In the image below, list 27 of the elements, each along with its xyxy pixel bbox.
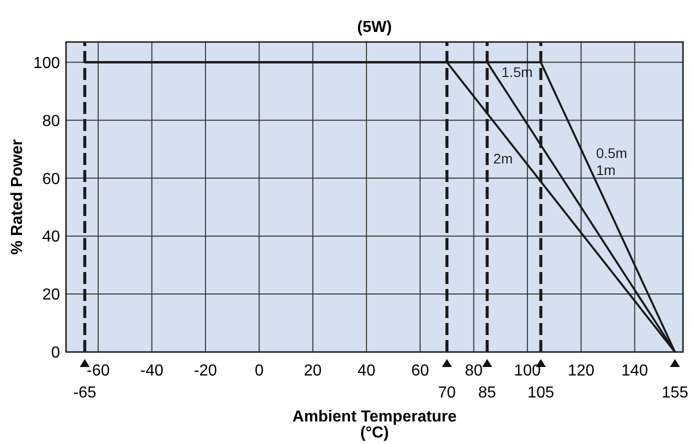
x-tick-label: -20 (194, 362, 218, 380)
series-label: 2m (493, 150, 513, 167)
x-tick-label: 100 (514, 362, 541, 380)
x-tick-label: 140 (621, 362, 648, 380)
x-tick-label: -60 (86, 362, 110, 380)
y-axis-title: % Rated Power (9, 139, 26, 255)
x-tick-label: 120 (568, 362, 595, 380)
x-tick-label: 40 (358, 362, 376, 380)
x-tick-label: 80 (464, 362, 483, 380)
y-tick-label: 40 (42, 228, 60, 246)
ref-line-label: -65 (73, 384, 96, 402)
x-tick-label: 20 (304, 362, 322, 380)
y-tick-label: 20 (42, 286, 60, 304)
x-tick-label: 0 (254, 362, 264, 380)
y-tick-label: 100 (33, 54, 60, 72)
y-tick-label: 80 (42, 112, 60, 130)
annotation: 155 (662, 384, 688, 402)
ref-line-label: 105 (527, 384, 554, 402)
chart-title: (5W) (357, 19, 392, 36)
ref-line-label: 85 (478, 384, 496, 402)
x-tick-label: -40 (140, 362, 164, 380)
x-tick-label: 60 (411, 362, 430, 380)
ref-line-label: 70 (438, 384, 456, 402)
series-label: 0.5m 1m (596, 144, 628, 178)
y-tick-label: 0 (51, 344, 60, 362)
x-axis-title: Ambient Temperature (°C) (292, 408, 457, 442)
y-tick-label: 60 (42, 170, 60, 188)
